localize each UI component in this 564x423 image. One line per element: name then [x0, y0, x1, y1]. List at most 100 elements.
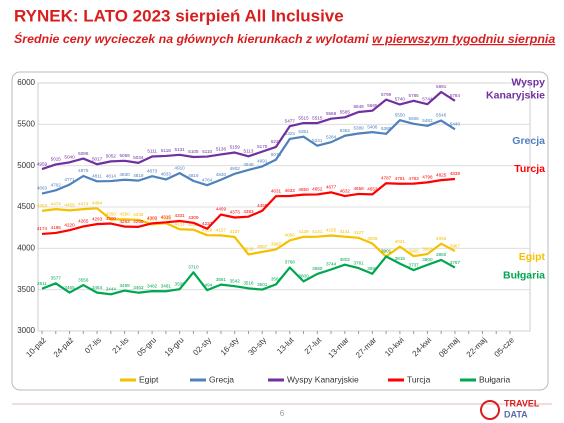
x-tick-label: 08-maj: [437, 335, 461, 359]
data-label: 5086: [78, 151, 89, 156]
data-label: 5052: [106, 154, 117, 159]
data-label: 5113: [244, 149, 254, 154]
data-label: 5515: [298, 115, 309, 120]
x-tick-label: 27-mar: [354, 335, 379, 360]
data-label: 3710: [188, 265, 199, 270]
data-label: 5477: [285, 118, 296, 123]
data-label: 3957: [257, 244, 268, 249]
data-label: 5785: [409, 93, 420, 98]
data-label: 5351: [298, 129, 309, 134]
data-label: 5034: [133, 155, 144, 160]
data-label: 4141: [340, 229, 351, 234]
data-label: 4474: [78, 201, 89, 206]
data-label: 4830: [119, 172, 130, 177]
x-tick-label: 21-lis: [111, 336, 131, 356]
series-line: [41, 177, 456, 236]
data-label: 4484: [92, 201, 103, 206]
data-label: 4781: [395, 176, 406, 181]
data-label: 4764: [202, 177, 213, 182]
data-label: 3577: [51, 276, 62, 281]
data-label: 5159: [230, 145, 241, 150]
data-label: 4373: [230, 210, 241, 215]
legend-label: Wyspy Kanaryjskie: [287, 374, 359, 384]
data-label: 4910: [175, 165, 186, 170]
series-annotation: Wyspy: [511, 77, 545, 89]
data-label: 4231: [175, 221, 186, 226]
data-label: 5362: [340, 128, 351, 133]
data-label: 4309: [188, 215, 199, 220]
data-label: 4350: [106, 212, 117, 217]
data-label: 5389: [353, 126, 364, 131]
logo-icon: [480, 400, 500, 420]
data-label: 5515: [312, 115, 323, 120]
x-tick-label: 24-kwi: [411, 335, 434, 358]
data-label: 5665: [367, 103, 378, 108]
series-annotation: Kanaryjskie: [486, 90, 545, 102]
data-label: 4225: [188, 222, 199, 227]
data-label: 5385: [381, 126, 392, 131]
data-label: 4291: [147, 216, 158, 221]
data-label: 3905: [409, 248, 420, 253]
subtitle: Średnie ceny wycieczek na głównych kieru…: [14, 31, 555, 46]
x-tick-label: 05-gru: [135, 336, 158, 359]
x-tick-label: 19-gru: [163, 336, 186, 359]
data-label: 4839: [450, 171, 461, 176]
x-tick-label: 16-sty: [219, 336, 241, 358]
data-label: 4902: [230, 166, 241, 171]
legend-label: Grecja: [209, 374, 234, 384]
data-label: 3768: [285, 260, 296, 265]
logo-line: DATA: [504, 409, 528, 419]
data-label: 5406: [367, 124, 378, 129]
data-label: 4875: [78, 168, 89, 173]
series-line: [41, 90, 456, 171]
data-label: 4811: [92, 174, 102, 179]
y-tick-label: 5500: [17, 119, 35, 128]
series-annotation: Bułgaria: [503, 269, 545, 281]
data-label: 3482: [147, 283, 158, 288]
data-label: 4137: [230, 229, 241, 234]
data-label: 4021: [395, 239, 406, 244]
logo-line: TRAVEL: [504, 398, 540, 408]
data-label: 4631: [271, 188, 282, 193]
x-tick-label: 05-cze: [493, 335, 517, 359]
x-tick-label: 07-lis: [83, 336, 103, 356]
data-label: 4174: [37, 226, 48, 231]
data-label: 3800: [422, 257, 433, 262]
data-label: 4096: [285, 233, 296, 238]
data-label: 3511: [37, 281, 47, 286]
chart-frame: [11, 71, 549, 391]
data-label: 3494: [202, 282, 213, 287]
x-tick-label: 22-maj: [465, 335, 489, 359]
data-label: 3516: [243, 281, 254, 286]
data-label: 3481: [161, 283, 172, 288]
data-label: 4959: [37, 161, 48, 166]
data-label: 4814: [106, 173, 117, 178]
data-label: 4798: [422, 175, 433, 180]
legend-label: Egipt: [139, 374, 159, 384]
data-label: 4771: [64, 177, 75, 182]
data-label: 5073: [271, 152, 282, 157]
data-label: 4220: [64, 222, 75, 227]
x-tick-label: 02-sty: [191, 336, 213, 358]
data-label: 3444: [106, 287, 117, 292]
data-label: 4345: [133, 212, 144, 217]
data-label: 4383: [243, 209, 254, 214]
data-label: 4350: [119, 212, 130, 217]
data-label: 3737: [409, 262, 420, 267]
data-label: 4263: [119, 219, 130, 224]
data-label: 4455: [257, 203, 268, 208]
data-label: 3931: [422, 246, 433, 251]
series-annotation: Grecja: [512, 135, 545, 147]
data-label: 3556: [78, 277, 89, 282]
y-tick-label: 3500: [17, 285, 35, 294]
data-label: 3542: [230, 278, 241, 283]
title: RYNEK: LATO 2023 sierpień All Inclusive: [14, 6, 344, 25]
data-label: 4658: [353, 186, 364, 191]
subtitle-emphasis: w pierwszym tygodniu sierpnia: [372, 32, 555, 46]
data-label: 4663: [37, 186, 48, 191]
data-label: 4139: [298, 229, 309, 234]
x-tick-label: 10-paź: [24, 336, 48, 360]
data-label: 4653: [367, 187, 378, 192]
data-label: 5241: [312, 138, 323, 143]
data-label: 3506: [175, 281, 186, 286]
